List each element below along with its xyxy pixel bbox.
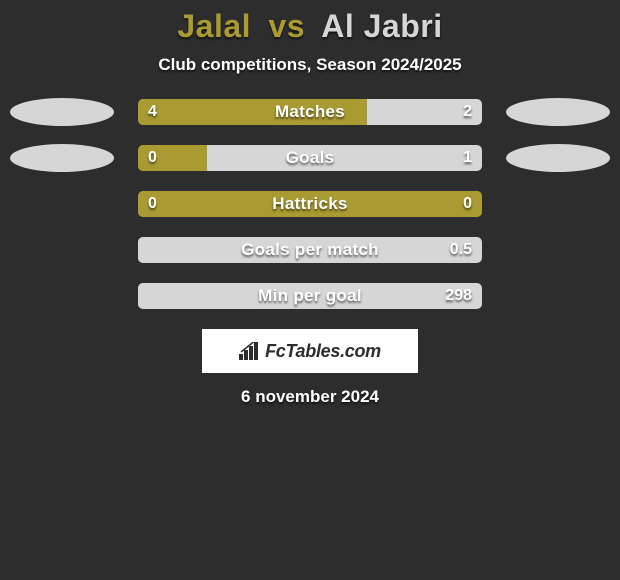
- stat-label: Goals per match: [138, 237, 482, 263]
- left-ellipse: [10, 144, 114, 172]
- player1-name: Jalal: [177, 8, 251, 44]
- stat-bar: 01Goals: [138, 145, 482, 171]
- stat-rows: 42Matches 01Goals 00Hattricks 0.5Goals per …: [0, 99, 620, 309]
- stat-label: Goals: [138, 145, 482, 171]
- stat-row: 0.5Goals per match: [0, 237, 620, 263]
- logo-box[interactable]: FcTables.com: [202, 329, 418, 373]
- right-ellipse: [506, 144, 610, 172]
- player2-name: Al Jabri: [321, 8, 442, 44]
- logo-inner: FcTables.com: [239, 341, 381, 362]
- stat-label: Hattricks: [138, 191, 482, 217]
- subtitle: Club competitions, Season 2024/2025: [0, 55, 620, 75]
- bar-chart-icon: [239, 342, 261, 360]
- left-ellipse: [10, 98, 114, 126]
- stat-row: 00Hattricks: [0, 191, 620, 217]
- stat-bar: 0.5Goals per match: [138, 237, 482, 263]
- vs-label: vs: [268, 8, 305, 44]
- stat-row: 42Matches: [0, 99, 620, 125]
- logo-text: FcTables.com: [265, 341, 381, 362]
- stat-label: Min per goal: [138, 283, 482, 309]
- page-title: Jalal vs Al Jabri: [0, 8, 620, 45]
- stat-bar: 42Matches: [138, 99, 482, 125]
- stat-row: 298Min per goal: [0, 283, 620, 309]
- stat-bar: 298Min per goal: [138, 283, 482, 309]
- date-text: 6 november 2024: [0, 387, 620, 407]
- stat-label: Matches: [138, 99, 482, 125]
- stat-row: 01Goals: [0, 145, 620, 171]
- stat-bar: 00Hattricks: [138, 191, 482, 217]
- comparison-container: Jalal vs Al Jabri Club competitions, Sea…: [0, 0, 620, 407]
- right-ellipse: [506, 98, 610, 126]
